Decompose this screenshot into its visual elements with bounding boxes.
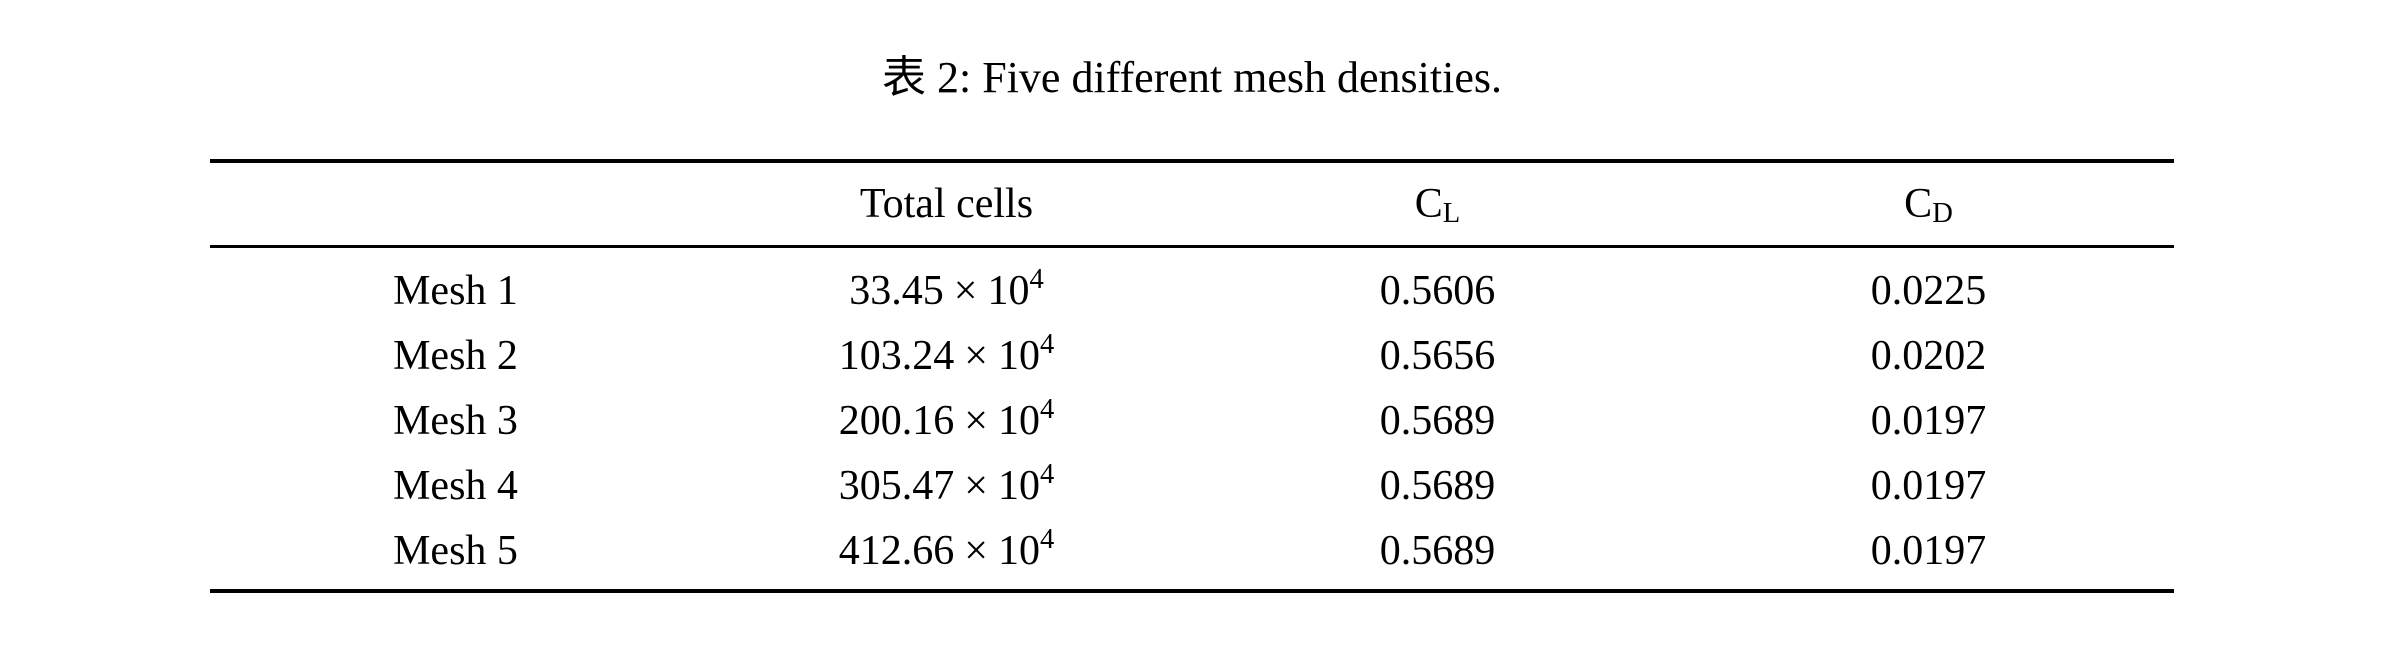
header-cd-base: C xyxy=(1904,181,1933,227)
coefficient: 200.16 xyxy=(838,397,955,444)
cl-value: 0.5606 xyxy=(1379,267,1496,314)
cd-value: 0.0225 xyxy=(1870,267,1987,314)
table-body: Mesh 1 33.45 × 104 0.5606 0.0225 Mesh 2 10… xyxy=(210,248,2174,589)
total-cells-value: 103.24 × 104 xyxy=(701,328,1192,380)
times-symbol: × xyxy=(964,332,988,379)
power-exponent: 4 xyxy=(1039,458,1055,490)
power-base: 10 xyxy=(997,397,1040,444)
header-cl-base: C xyxy=(1414,181,1443,227)
cl-value: 0.5689 xyxy=(1379,462,1496,509)
total-cells-value: 33.45 × 104 xyxy=(701,263,1192,315)
total-cells-value: 200.16 × 104 xyxy=(701,393,1192,445)
cd-value: 0.0202 xyxy=(1870,332,1987,379)
coefficient: 33.45 xyxy=(849,267,944,314)
mid-rule xyxy=(210,245,2174,248)
times-symbol: × xyxy=(964,397,988,444)
power-base: 10 xyxy=(997,462,1040,509)
mesh-name: Mesh 5 xyxy=(393,527,518,574)
header-cd: CD xyxy=(1683,180,2174,230)
cd-value: 0.0197 xyxy=(1870,527,1987,574)
power-base: 10 xyxy=(997,527,1040,574)
total-cells-value: 305.47 × 104 xyxy=(701,458,1192,510)
mesh-name: Mesh 3 xyxy=(393,397,518,444)
cl-value: 0.5689 xyxy=(1379,397,1496,444)
mesh-name: Mesh 2 xyxy=(393,332,518,379)
mesh-density-table: Total cells CL CD Mesh 1 33.45 × 104 0.560… xyxy=(210,159,2174,593)
table-row: Mesh 2 103.24 × 104 0.5656 0.0202 xyxy=(210,323,2174,388)
cl-value: 0.5656 xyxy=(1379,332,1496,379)
power-base: 10 xyxy=(997,332,1040,379)
cd-value: 0.0197 xyxy=(1870,397,1987,444)
header-cd-subscript: D xyxy=(1932,198,1953,230)
power-exponent: 4 xyxy=(1039,393,1055,425)
coefficient: 305.47 xyxy=(838,462,955,509)
mesh-name: Mesh 1 xyxy=(393,267,518,314)
power-exponent: 4 xyxy=(1029,263,1044,295)
bottom-rule xyxy=(210,589,2174,593)
header-total-cells: Total cells xyxy=(859,181,1034,227)
table-header-row: Total cells CL CD xyxy=(210,163,2174,245)
power-exponent: 4 xyxy=(1039,523,1055,555)
total-cells-value: 412.66 × 104 xyxy=(701,523,1192,575)
power-exponent: 4 xyxy=(1039,328,1055,360)
table-row: Mesh 4 305.47 × 104 0.5689 0.0197 xyxy=(210,453,2174,518)
coefficient: 412.66 xyxy=(838,527,955,574)
cd-value: 0.0197 xyxy=(1870,462,1987,509)
header-cl: CL xyxy=(1192,180,1683,230)
table-row: Mesh 5 412.66 × 104 0.5689 0.0197 xyxy=(210,518,2174,583)
table-row: Mesh 3 200.16 × 104 0.5689 0.0197 xyxy=(210,388,2174,453)
times-symbol: × xyxy=(953,267,978,314)
mesh-name: Mesh 4 xyxy=(393,462,518,509)
power-base: 10 xyxy=(987,267,1030,314)
coefficient: 103.24 xyxy=(838,332,955,379)
cl-value: 0.5689 xyxy=(1379,527,1496,574)
header-cl-subscript: L xyxy=(1442,198,1461,230)
times-symbol: × xyxy=(964,527,988,574)
table-row: Mesh 1 33.45 × 104 0.5606 0.0225 xyxy=(210,258,2174,323)
times-symbol: × xyxy=(964,462,988,509)
table-caption: 表 2: Five different mesh densities. xyxy=(882,53,1502,102)
top-rule xyxy=(210,159,2174,163)
